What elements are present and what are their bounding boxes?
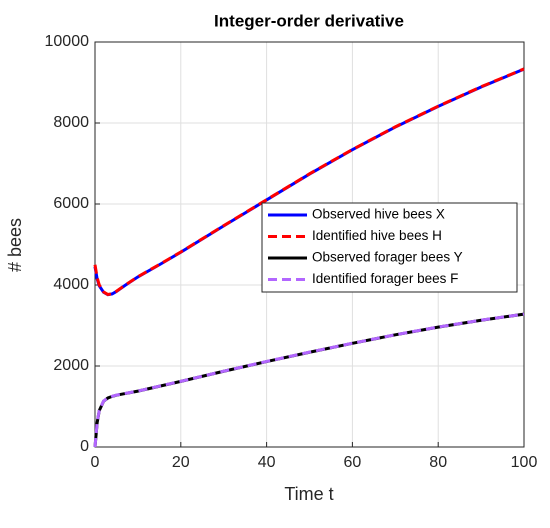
x-tick-label: 40 xyxy=(258,454,276,471)
y-tick-label: 4000 xyxy=(53,276,89,293)
x-tick-label: 100 xyxy=(511,454,538,471)
y-tick-label: 0 xyxy=(80,438,89,455)
chart-title: Integer-order derivative xyxy=(214,11,404,30)
data-line xyxy=(93,67,525,297)
legend-box xyxy=(261,202,518,293)
x-axis-label: Time t xyxy=(284,484,333,504)
plot-frame xyxy=(94,41,525,448)
y-tick-label: 10000 xyxy=(45,33,90,50)
y-tick-label: 6000 xyxy=(53,195,89,212)
legend-label: Observed forager bees Y xyxy=(312,250,463,265)
data-line xyxy=(93,312,525,448)
x-tick-label: 0 xyxy=(91,454,100,471)
x-tick-label: 20 xyxy=(172,454,190,471)
legend-label: Identified forager bees F xyxy=(312,271,458,286)
x-tick-label: 60 xyxy=(344,454,362,471)
y-axis-label: # bees xyxy=(5,218,25,272)
legend-label: Identified hive bees H xyxy=(312,228,442,243)
y-tick-label: 2000 xyxy=(53,357,89,374)
x-tick-label: 80 xyxy=(429,454,447,471)
y-tick-label: 8000 xyxy=(53,114,89,131)
legend-label: Observed hive bees X xyxy=(312,207,445,222)
